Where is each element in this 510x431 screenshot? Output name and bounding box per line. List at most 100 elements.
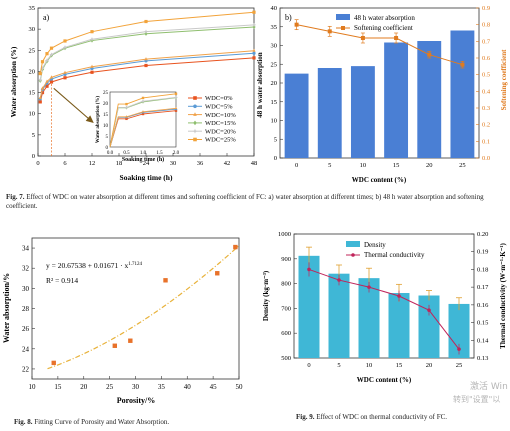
fig7a-inset-xtick-label: 2.0: [173, 151, 180, 156]
fig9-y2tick-label: 0.20: [477, 231, 488, 238]
fig7b-ytick-label: 20: [271, 80, 278, 87]
fig7a-inset-xtick-label: 0.0: [107, 151, 114, 156]
fig7-caption: Fig. 7. Effect of WDC on water absorptio…: [6, 193, 506, 211]
fig9-chart: WDC content (%) Density (kg·m⁻³) Thermal…: [262, 231, 507, 384]
fig7a-data-point: [144, 57, 148, 61]
fig7a-data-point: [40, 86, 45, 90]
fig7a-ytick-label: 5: [32, 132, 35, 139]
fig7-caption-label: Fig. 7.: [6, 193, 25, 201]
fig9-plot-frame: [293, 233, 475, 359]
fig7a-xtick-label: 36: [197, 160, 204, 167]
fig8-plot-frame: [31, 237, 240, 380]
fig8-caption-label: Fig. 8.: [14, 418, 33, 426]
fig7a-legend-label: WDC=0%: [205, 95, 233, 102]
fig7b-ytick-label: 10: [271, 118, 278, 125]
fig8-ytick-label: 30: [22, 285, 30, 293]
fig7a-inset-data-point: [125, 102, 128, 106]
fig9-ytick-label: 500: [281, 355, 291, 362]
fig7a-ytick-label: 20: [29, 68, 36, 75]
fig7b-ytick-label: 40: [271, 5, 278, 12]
fig9-legend-bar-swatch: [346, 241, 360, 247]
fig8-ylabel: Water absorption/%: [2, 273, 11, 343]
fig7a-arrow-head: [85, 115, 94, 124]
fig7a-xtick-label: 18: [116, 160, 123, 167]
fig7a-data-point: [90, 70, 94, 74]
fig7b-ytick-label: 30: [271, 43, 278, 50]
fig7a-panel-label: a): [43, 13, 50, 22]
fig8-xtick-label: 25: [106, 383, 114, 391]
fig7b-y2tick-label: 0.9: [482, 5, 490, 12]
fig7a-inset-data-point: [141, 112, 145, 116]
fig7a-data-point: [49, 75, 54, 79]
fig7a-data-point: [252, 56, 256, 60]
fig7b-y2tick-label: 0.0: [482, 155, 490, 162]
fig7a-xtick-label: 42: [224, 160, 231, 167]
fig8-ytick-label: 26: [22, 325, 30, 333]
fig8-fit-curve: [47, 245, 240, 370]
fig8-xtick-label: 40: [184, 383, 192, 391]
fig9-xtick-label: 20: [426, 362, 433, 369]
fig8-xlabel: Porosity/%: [117, 396, 156, 405]
fig9-xtick-label: 10: [366, 362, 373, 369]
fig7a-inset-series-line: [109, 96, 177, 148]
fig9-ylabel: Density (kg·m⁻³): [262, 270, 270, 321]
fig7a-inset-ytick-label: 0: [106, 146, 109, 151]
fig7a-xtick-label: 0: [36, 160, 39, 167]
fig8-caption-text: Fitting Curve of Porosity and Water Abso…: [34, 418, 170, 426]
fig7b-softening-point: [360, 36, 365, 40]
fig9-xtick-label: 5: [337, 362, 340, 369]
fig8-r2: R² = 0.914: [46, 276, 78, 285]
fig7a-data-point: [38, 71, 42, 76]
fig7a-inset-xtick-label: 1.5: [156, 151, 163, 156]
fig7a-xtick-label: 48: [251, 160, 258, 167]
fig7b-ylabel: 48 h water absorption: [256, 52, 264, 118]
fig7a-data-point: [38, 100, 42, 104]
fig8-data-point: [112, 343, 117, 348]
fig7b-y2tick-label: 0.4: [482, 88, 491, 95]
fig7b-ytick-label: 0: [274, 155, 277, 162]
fig9-caption-label: Fig. 9.: [296, 413, 315, 421]
fig8-data-point: [163, 278, 168, 283]
fig9-y2tick-label: 0.14: [477, 337, 489, 344]
fig7b-softening-point: [294, 22, 299, 27]
fig8-caption: Fig. 8. Fitting Curve of Porosity and Wa…: [14, 418, 254, 427]
fig7a-data-point: [40, 90, 45, 95]
fig7a-ytick-label: 15: [29, 90, 36, 97]
fig8-xtick-label: 45: [210, 383, 218, 391]
fig9-density-bar: [358, 278, 380, 358]
fig7b-y2tick-label: 0.2: [482, 122, 490, 129]
fig7b-y2tick-label: 0.8: [482, 22, 490, 29]
fig7b-xlabel: WDC content (%): [352, 176, 407, 184]
fig7b-ytick-label: 35: [271, 24, 278, 31]
watermark-line1: 激活 Win: [470, 380, 508, 392]
fig7b-legend-bar-swatch: [336, 14, 350, 20]
fig7a-legend-label: WDC=25%: [205, 137, 236, 144]
fig7a-legend-label: WDC=5%: [205, 104, 233, 111]
fig8-data-point: [128, 338, 133, 343]
fig7a-inset-data-point: [124, 105, 129, 110]
fig9-caption: Fig. 9. Effect of WDC on thermal conduct…: [296, 413, 496, 422]
fig7a-inset-data-point: [125, 117, 128, 121]
fig8-data-point: [51, 360, 56, 366]
fig7a-data-point: [144, 63, 148, 68]
fig8-data-point: [233, 244, 238, 250]
fig7a-data-point: [63, 76, 67, 80]
fig9-density-bar: [388, 293, 410, 358]
fig8-xtick-label: 10: [29, 383, 37, 391]
fig9-thermal-line: [308, 268, 460, 350]
fig9-density-bar: [418, 295, 440, 358]
fig7b-softening-point: [394, 36, 399, 40]
fig9-density-bar: [298, 255, 320, 358]
fig7b-legend-line-label: Softening coefficient: [354, 24, 413, 32]
fig7a-data-point: [49, 52, 54, 57]
fig7a-inset-data-point: [174, 106, 178, 109]
fig7b-ytick-label: 15: [271, 99, 278, 106]
fig7a-ytick-label: 25: [29, 47, 36, 54]
fig7a-xtick-label: 24: [143, 160, 150, 167]
fig9-thermal-point: [337, 278, 341, 282]
fig9-ytick-label: 800: [281, 281, 291, 288]
fig7a-data-point: [252, 51, 256, 55]
fig7b-y2tick-label: 0.7: [482, 38, 491, 45]
fig7a-legend-marker: [193, 104, 197, 109]
fig7a-data-point: [90, 64, 94, 68]
